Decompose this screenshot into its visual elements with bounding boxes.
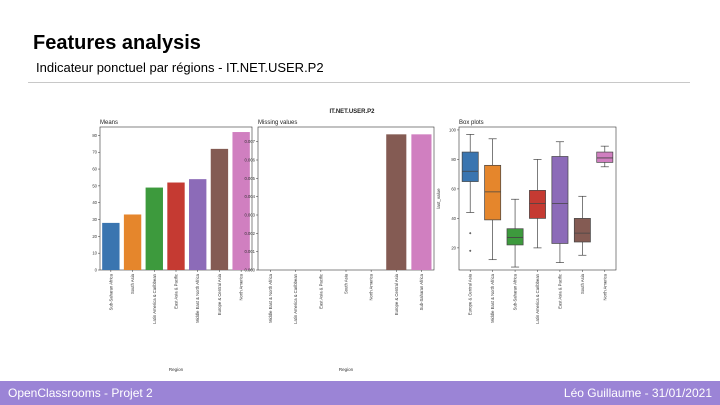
y-tick-label: 60 [451, 186, 456, 191]
x-tick-label: East Asia & Pacific [318, 274, 323, 309]
x-tick-label: South Asia [344, 273, 349, 294]
means-chart: Means 0 10 20 30 40 50 60 70 80 Sub-Saharan Africa… [92, 120, 253, 372]
title-divider [28, 82, 690, 83]
panel-title: Means [100, 120, 118, 126]
y-tick-label: 40 [451, 216, 456, 221]
footer-bar: OpenClassrooms - Projet 2 Léo Guillaume … [0, 381, 720, 405]
y-tick-label: 10 [92, 251, 97, 256]
panel-title: Missing values [258, 120, 297, 126]
bar [167, 182, 185, 270]
y-tick-label: 60 [92, 167, 97, 172]
missing-values-chart: Missing values 0.000 0.001 0.002 0.003 0.004 0… [245, 120, 435, 372]
x-tick-label: Europe & Central Asia [217, 273, 222, 315]
x-tick-label: North America [602, 273, 607, 300]
x-tick-label: Middle East & North Africa [268, 273, 273, 323]
x-tick-label: North America [369, 273, 374, 300]
y-tick-label: 0.001 [245, 249, 256, 254]
x-axis-label: Region [169, 367, 184, 372]
box [529, 190, 546, 219]
y-tick-label: 70 [92, 150, 97, 155]
y-tick-label: 0.002 [245, 231, 256, 236]
figure-suptitle: IT.NET.USER.P2 [329, 109, 375, 115]
bar [145, 187, 163, 270]
x-tick-label: North America [239, 273, 244, 300]
bar [210, 148, 229, 270]
x-axis-label: Region [339, 367, 354, 372]
box [596, 151, 614, 163]
box-flier [469, 231, 472, 235]
x-tick-label: Europe & Central Asia [394, 273, 399, 315]
box [484, 164, 502, 221]
y-tick-label: 0 [95, 268, 98, 273]
x-tick-label: Latin America & Caribbean [535, 273, 540, 323]
y-tick-label: 0.003 [245, 213, 256, 218]
x-tick-label: South Asia [130, 273, 135, 294]
box [551, 156, 569, 244]
x-tick-label: Sub-Saharan Africa [419, 273, 424, 310]
box [573, 218, 591, 243]
x-tick-label: Latin America & Caribbean [293, 273, 298, 323]
y-tick-label: 0.004 [245, 194, 256, 199]
x-tick-label: East Asia & Pacific [174, 274, 179, 309]
panel-title: Box plots [459, 120, 484, 126]
y-tick-label: 80 [451, 157, 456, 162]
x-tick-label: East Asia & Pacific [557, 274, 562, 309]
y-tick-label: 0.000 [245, 268, 256, 273]
x-tick-label: Latin America & Caribbean [152, 273, 157, 323]
y-tick-label: 20 [92, 234, 97, 239]
x-tick-label: South Asia [580, 273, 585, 294]
y-axis-label: last_value [436, 188, 441, 209]
x-tick-label: Middle East & North Africa [490, 273, 495, 323]
y-tick-label: 30 [92, 217, 97, 222]
box-plots-chart: Box plots 20 40 60 80 100 last_value Europe & C… [436, 120, 617, 324]
x-tick-label: Sub-Saharan Africa [108, 273, 113, 310]
bar [232, 132, 250, 270]
bar [123, 214, 142, 270]
x-tick-label: Sub-Saharan Africa [513, 273, 518, 310]
box [461, 151, 479, 182]
bar [411, 134, 432, 270]
bar [386, 134, 407, 270]
y-tick-label: 80 [92, 133, 97, 138]
footer-author-date: Léo Guillaume - 31/01/2021 [563, 386, 712, 400]
y-tick-label: 20 [451, 245, 456, 250]
y-tick-label: 0.005 [245, 176, 256, 181]
footer-course: OpenClassrooms - Projet 2 [8, 386, 153, 400]
x-tick-label: Europe & Central Asia [468, 273, 473, 315]
y-tick-label: 50 [92, 183, 97, 188]
slide-title: Features analysis [33, 32, 201, 54]
y-tick-label: 0.007 [245, 139, 256, 144]
plot-frame [257, 126, 435, 271]
bar [102, 222, 120, 270]
bar [189, 179, 207, 270]
y-tick-label: 100 [449, 127, 457, 132]
y-tick-label: 40 [92, 200, 97, 205]
x-tick-label: Middle East & North Africa [195, 273, 200, 323]
y-tick-label: 0.006 [245, 158, 256, 163]
slide-subtitle: Indicateur ponctuel par régions - IT.NET… [36, 60, 324, 75]
box [506, 228, 524, 246]
box-flier [469, 249, 472, 253]
